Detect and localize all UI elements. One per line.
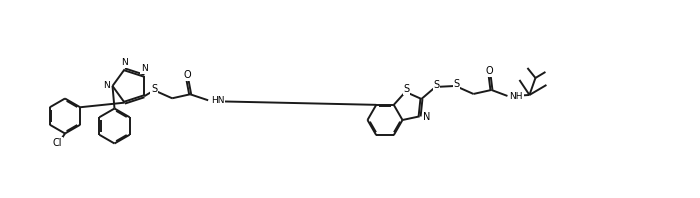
Text: N: N: [141, 64, 148, 73]
Text: S: S: [151, 84, 158, 94]
Text: S: S: [454, 79, 459, 89]
Text: O: O: [486, 66, 493, 76]
Text: N: N: [423, 112, 430, 122]
Text: N: N: [121, 58, 128, 67]
Text: NH: NH: [510, 92, 523, 101]
Text: S: S: [433, 80, 440, 90]
Text: Cl: Cl: [52, 137, 62, 148]
Text: N: N: [104, 82, 110, 90]
Text: S: S: [403, 84, 410, 94]
Text: O: O: [183, 70, 191, 80]
Text: HN: HN: [211, 96, 224, 105]
